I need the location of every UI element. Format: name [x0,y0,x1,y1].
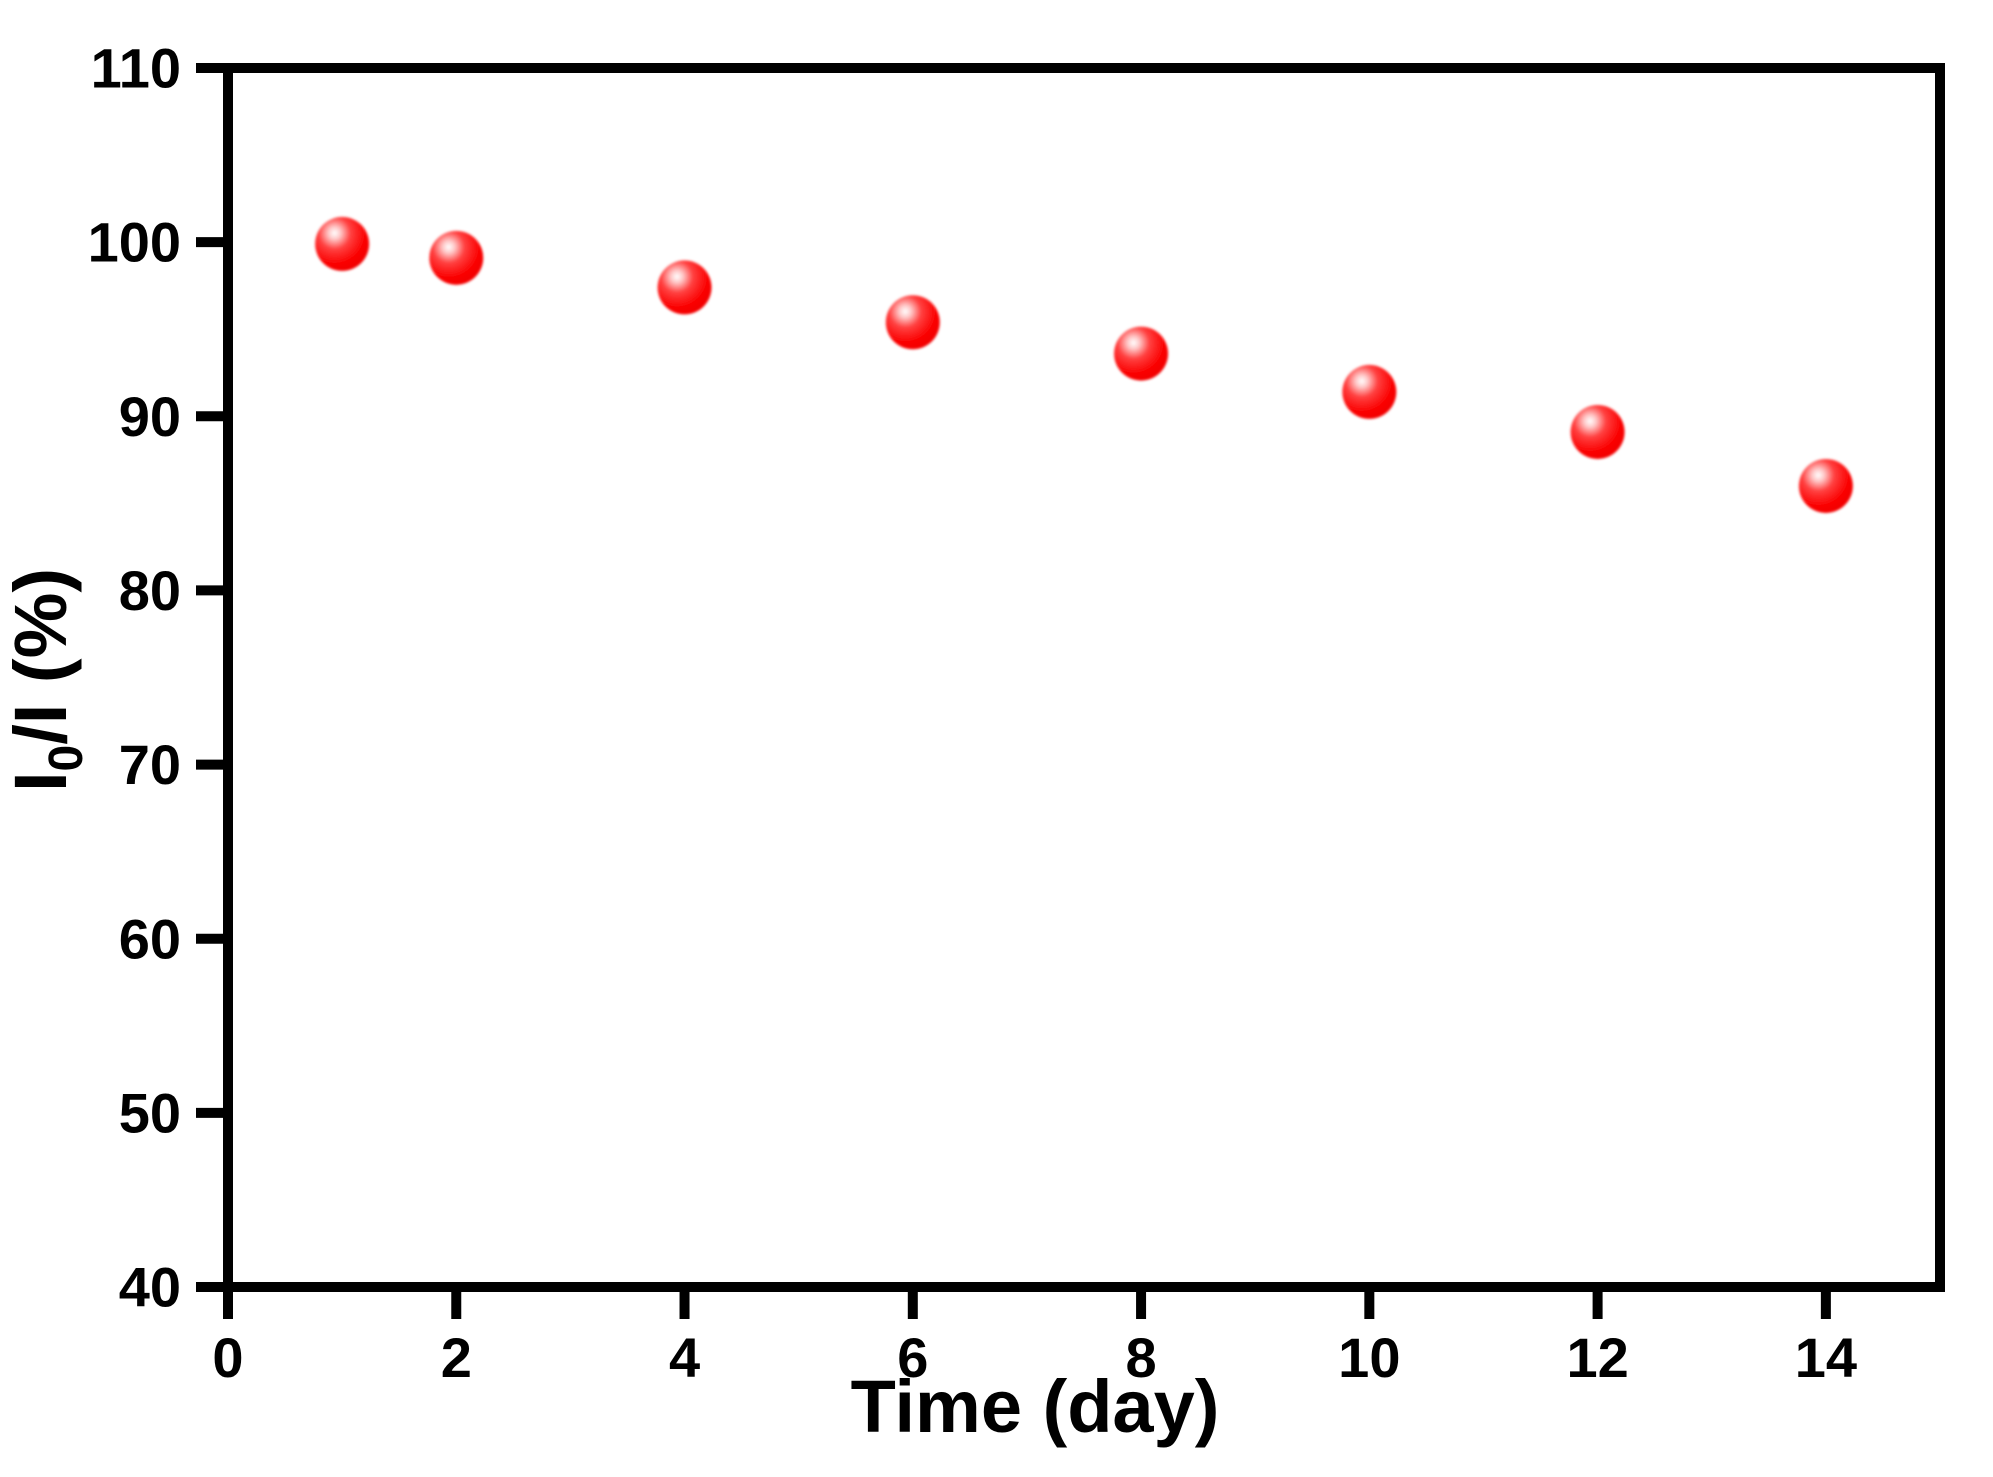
x-tick-label: 8 [1125,1326,1156,1389]
y-tick-label: 50 [119,1081,181,1144]
x-tick-label: 4 [669,1326,700,1389]
data-point [429,230,484,285]
y-axis-tick-labels: 40 50 60 70 80 90 100 110 [88,37,181,1319]
x-tick-label: 0 [212,1326,243,1389]
data-point [1798,458,1853,513]
data-point [1114,326,1169,381]
y-tick-label: 40 [119,1256,181,1319]
data-point [315,216,370,271]
data-points [315,216,1853,513]
x-axis-tick-labels: 0 2 4 6 8 10 12 14 [212,1326,1857,1389]
x-axis-ticks [223,1292,1831,1319]
y-title-prefix: I [0,771,82,792]
y-tick-label: 70 [119,733,181,796]
x-tick-label: 14 [1795,1326,1857,1389]
x-tick-label: 10 [1338,1326,1400,1389]
y-title-subscript: 0 [40,745,93,772]
data-point [657,260,712,315]
data-point [1570,404,1625,459]
y-tick-label: 60 [119,907,181,970]
data-point [1342,364,1397,419]
x-tick-label: 2 [441,1326,472,1389]
y-tick-label: 90 [119,385,181,448]
y-tick-label: 100 [88,211,181,274]
plot-border [223,63,1945,1292]
data-point [885,295,940,350]
y-tick-label: 110 [91,37,181,100]
y-title-suffix: /I (%) [0,568,82,745]
y-axis-title: I0/I (%) [0,568,93,792]
x-axis-title: Time (day) [851,1365,1220,1448]
y-tick-label: 80 [119,559,181,622]
y-axis-ticks [196,63,223,1292]
x-tick-label: 6 [897,1326,928,1389]
x-tick-label: 12 [1566,1326,1628,1389]
